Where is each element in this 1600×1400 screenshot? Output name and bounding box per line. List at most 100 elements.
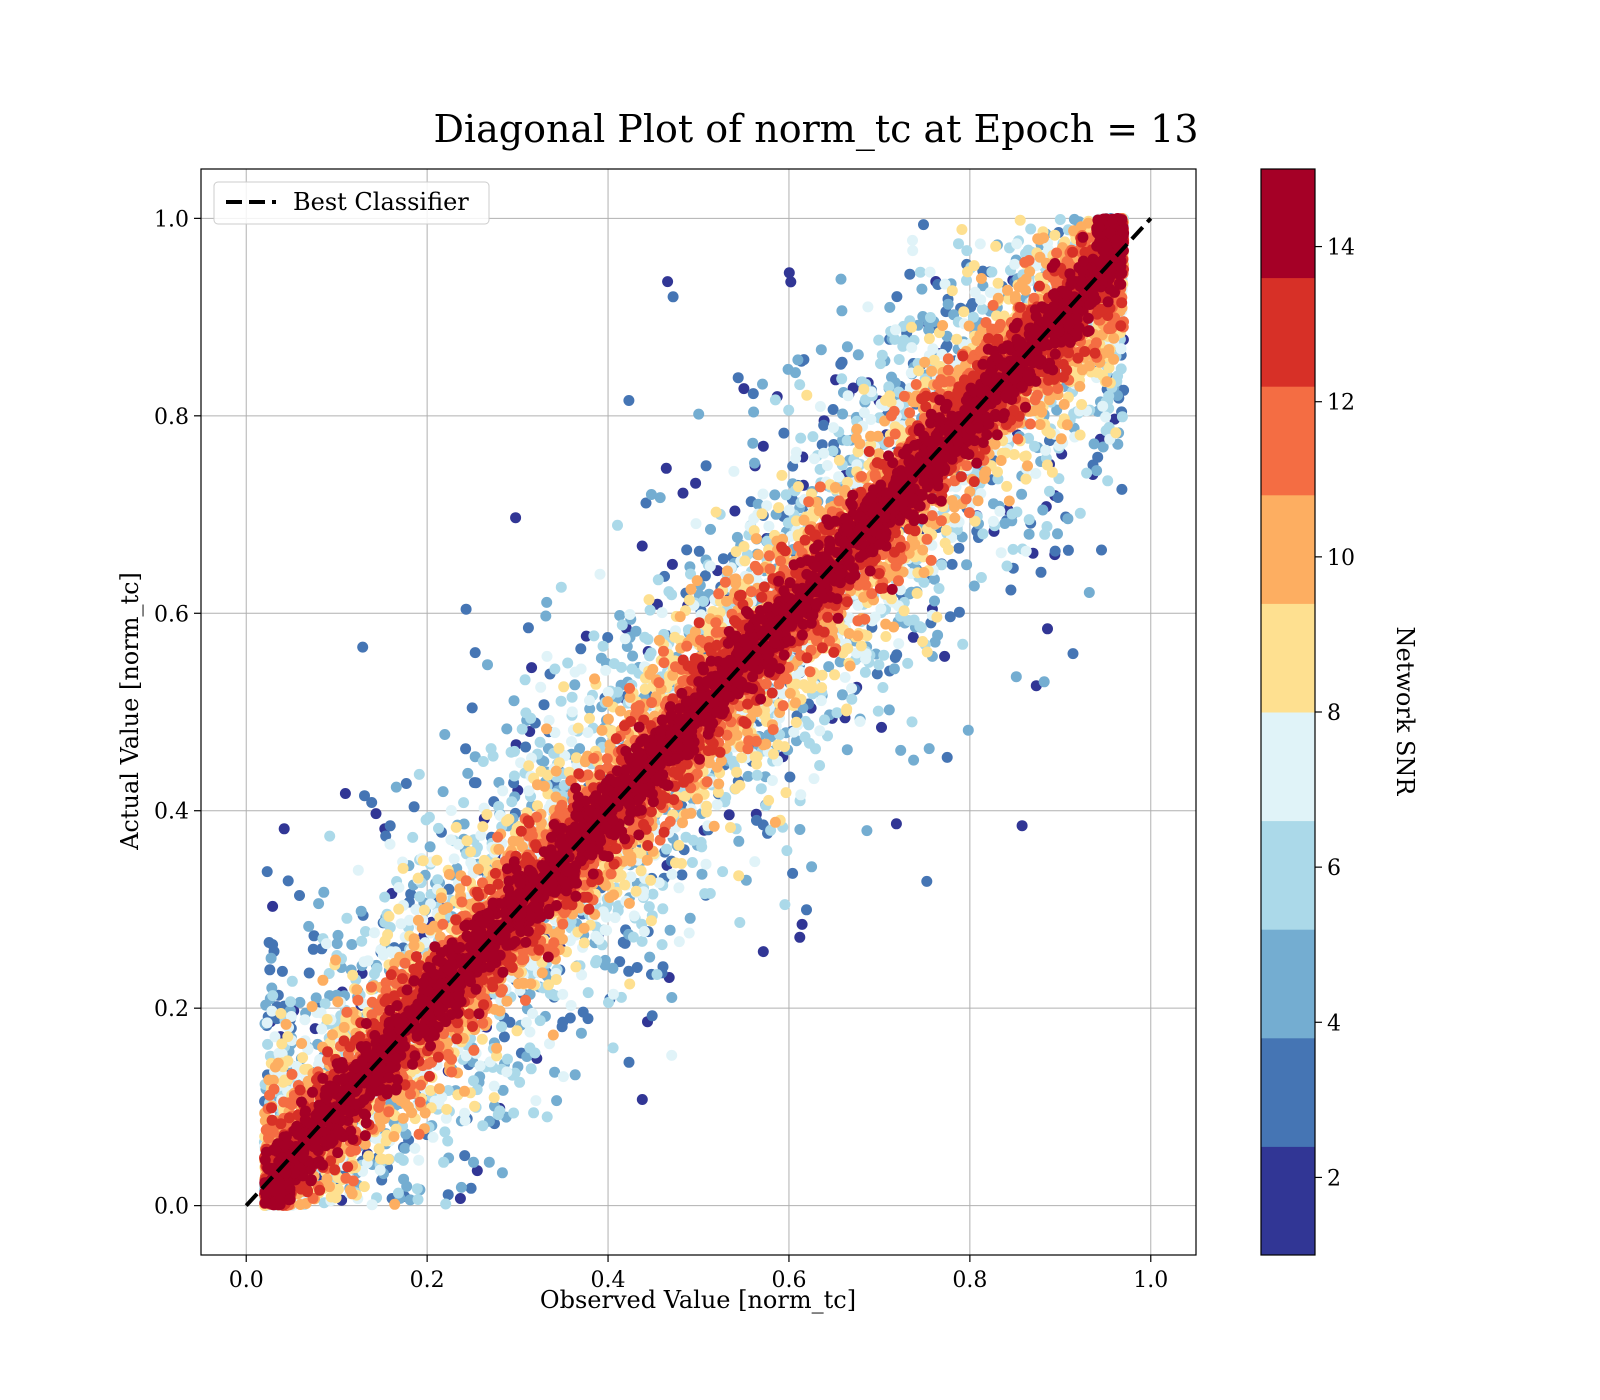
scatter-point <box>526 662 538 674</box>
scatter-point <box>440 1198 452 1210</box>
scatter-point <box>699 570 711 582</box>
scatter-point <box>276 1038 288 1050</box>
scatter-point <box>645 915 657 927</box>
scatter-point <box>1020 545 1032 557</box>
scatter-point <box>591 955 603 966</box>
scatter-point <box>890 818 902 830</box>
scatter-point <box>795 789 807 801</box>
scatter-point <box>636 540 648 552</box>
scatter-point <box>742 770 754 782</box>
scatter-point <box>460 603 472 615</box>
scatter-point <box>861 825 873 837</box>
scatter-point <box>297 1052 309 1064</box>
scatter-point <box>555 695 567 707</box>
scatter-point <box>755 783 767 795</box>
scatter-point <box>763 520 775 532</box>
scatter-point <box>833 454 845 466</box>
scatter-point <box>282 875 294 887</box>
scatter-point <box>523 760 535 772</box>
scatter-point <box>602 686 614 698</box>
scatter-point <box>582 727 594 738</box>
scatter-point <box>645 874 657 886</box>
scatter-point <box>908 754 920 766</box>
scatter-point <box>873 659 885 671</box>
scatter-point <box>933 583 945 594</box>
scatter-point <box>524 1026 536 1038</box>
scatter-point <box>891 649 903 661</box>
scatter-point <box>643 901 655 913</box>
scatter-point <box>1116 411 1128 423</box>
scatter-point <box>670 857 681 869</box>
scatter-point <box>819 714 830 726</box>
scatter-point <box>384 820 396 832</box>
scatter-point <box>541 1111 553 1123</box>
scatter-point <box>357 641 369 653</box>
scatter-point <box>1023 528 1035 540</box>
scatter-point <box>352 864 364 876</box>
scatter-point <box>785 276 797 288</box>
scatter-point <box>407 831 419 843</box>
scatter-point <box>646 1010 658 1022</box>
scatter-point <box>884 301 896 313</box>
scatter-point <box>795 432 807 444</box>
scatter-point <box>510 512 522 524</box>
scatter-point <box>369 968 380 980</box>
scatter-point <box>865 414 877 425</box>
scatter-point <box>1102 475 1114 487</box>
scatter-point <box>908 614 920 626</box>
scatter-point <box>638 926 650 937</box>
scatter-point <box>787 867 799 879</box>
scatter-point <box>601 924 613 936</box>
scatter-point <box>895 744 907 756</box>
scatter-point <box>645 647 657 659</box>
scatter-point <box>355 905 367 917</box>
scatter-point <box>673 839 685 851</box>
scatter-point <box>503 813 515 825</box>
scatter-point <box>662 276 674 288</box>
scatter-point <box>988 498 999 510</box>
scatter-point <box>321 1013 333 1025</box>
scatter-point <box>465 846 477 858</box>
scatter-point <box>455 1181 467 1193</box>
scatter-point <box>431 854 443 866</box>
scatter-point <box>549 663 561 675</box>
scatter-point <box>617 936 629 948</box>
scatter-point <box>862 301 874 313</box>
scatter-point <box>465 1182 477 1194</box>
scatter-point <box>783 267 795 279</box>
scatter-point <box>923 333 935 345</box>
scatter-point <box>615 661 627 673</box>
scatter-point <box>469 647 481 659</box>
scatter-point <box>792 481 804 493</box>
scatter-point <box>1052 528 1063 540</box>
scatter-point <box>1040 444 1052 456</box>
scatter-point <box>733 835 745 847</box>
scatter-point <box>555 581 567 593</box>
scatter-point <box>285 996 296 1008</box>
scatter-point <box>562 657 574 669</box>
scatter-point <box>928 354 940 366</box>
scatter-point <box>836 373 848 385</box>
scatter-point <box>1025 223 1037 235</box>
scatter-point <box>961 559 973 571</box>
scatter-point <box>836 689 848 701</box>
scatter-point <box>614 956 626 968</box>
scatter-point <box>782 363 794 375</box>
scatter-point <box>471 1165 483 1177</box>
scatter-point <box>1014 214 1026 226</box>
scatter-point <box>278 823 290 835</box>
scatter-point <box>803 737 815 749</box>
scatter-point <box>918 219 929 231</box>
scatter-point <box>482 659 493 671</box>
scatter-point <box>1116 483 1128 495</box>
scatter-point <box>917 636 929 647</box>
scatter-point <box>690 477 702 489</box>
scatter-point <box>341 912 353 924</box>
scatter-point <box>827 422 839 434</box>
scatter-point <box>1112 438 1124 450</box>
scatter-point <box>773 502 785 514</box>
scatter-point <box>626 663 638 675</box>
scatter-point <box>738 383 750 395</box>
scatter-point <box>794 931 806 943</box>
